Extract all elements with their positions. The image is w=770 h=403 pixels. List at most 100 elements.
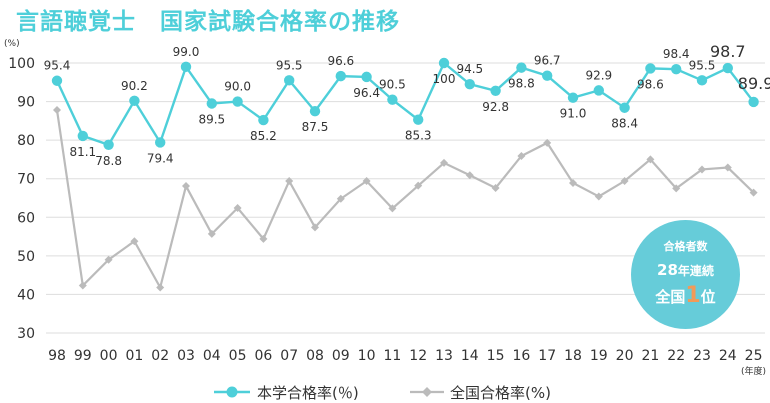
x-tick-label: 98 (48, 348, 66, 364)
national-point (465, 171, 474, 180)
x-tick-label: 14 (461, 348, 479, 364)
y-axis: 30 40 50 60 70 80 90 100 (8, 56, 35, 342)
school-data-label: 98.4 (663, 47, 690, 61)
school-point (129, 95, 140, 107)
school-data-label: 79.4 (147, 151, 174, 165)
badge-rank-text: 位 (700, 288, 716, 306)
badge-line3: 全国1位 (631, 283, 740, 308)
x-tick-label: 09 (332, 348, 350, 364)
badge-national: 全国 (655, 288, 686, 306)
school-data-label: 95.5 (276, 58, 303, 72)
x-tick-label: 11 (383, 348, 401, 364)
school-data-label: 88.4 (611, 117, 638, 131)
school-data-label: 96.4 (353, 86, 380, 100)
national-point (233, 204, 242, 213)
school-point (361, 71, 372, 83)
badge-years: 28 (657, 261, 678, 279)
school-data-label: 85.3 (405, 129, 432, 143)
school-data-label: 96.6 (327, 54, 354, 68)
page-title: 言語聴覚士 国家試験合格率の推移 (16, 9, 400, 35)
national-point (259, 234, 268, 243)
school-data-label: 90.5 (379, 78, 406, 92)
school-point (464, 79, 475, 90)
school-data-label: 91.0 (560, 107, 587, 121)
school-data-label: 95.5 (689, 58, 716, 72)
national-point (388, 204, 397, 213)
series-group (51, 57, 759, 292)
school-data-label: 81.1 (69, 145, 96, 159)
national-point (723, 163, 732, 172)
national-point (362, 177, 371, 186)
x-tick-label: 19 (590, 348, 608, 364)
national-series-line (55, 109, 755, 291)
national-point (517, 151, 526, 160)
legend: 本学合格率(％) 全国合格率(%) (214, 384, 551, 402)
school-data-label: 94.5 (456, 62, 483, 76)
x-tick-label: 08 (306, 348, 324, 364)
achievement-badge: 合格者数 28年連続 全国1位 (631, 220, 740, 329)
x-axis: 98 99 00 01 02 03 04 05 06 07 08 09 10 11 12 13 14 15 16 17… (48, 348, 762, 364)
school-data-label: 89.5 (198, 113, 225, 127)
school-point (309, 106, 321, 117)
x-axis-unit: (年度) (741, 365, 766, 377)
school-data-label: 92.9 (585, 68, 612, 82)
school-point (103, 139, 114, 150)
legend-national-label: 全国合格率(%) (450, 384, 551, 402)
school-data-label: 100 (433, 72, 456, 86)
national-point (749, 188, 758, 197)
national-point (336, 194, 345, 203)
y-tick-label: 70 (17, 172, 35, 188)
national-point (311, 223, 319, 232)
x-tick-label: 15 (487, 348, 505, 364)
data-labels: 95.4 81.178.8 90.2 79.4 99.0 89.5 90.0 85.2 95.5… (44, 42, 770, 168)
school-point (438, 57, 450, 69)
school-data-label: 98.7 (710, 42, 746, 61)
x-tick-label: 25 (745, 348, 763, 364)
x-tick-label: 01 (125, 348, 143, 364)
school-point (748, 96, 759, 108)
school-data-label: 96.7 (534, 54, 561, 68)
school-point (542, 70, 553, 81)
school-series-line (55, 61, 755, 147)
school-data-label: 92.8 (482, 100, 509, 114)
national-point (620, 177, 629, 186)
national-point (569, 178, 577, 187)
school-point (696, 75, 708, 86)
x-tick-label: 07 (280, 348, 298, 364)
badge-rank: 1 (685, 283, 701, 308)
x-tick-label: 24 (719, 348, 737, 364)
x-tick-label: 04 (203, 348, 221, 364)
school-point (335, 70, 346, 82)
school-point (516, 62, 527, 73)
x-tick-label: 00 (100, 348, 118, 364)
x-tick-label: 21 (641, 348, 659, 364)
school-data-label: 90.2 (121, 79, 148, 93)
school-data-label: 85.2 (250, 129, 277, 143)
national-point (104, 255, 113, 264)
y-tick-label: 50 (17, 249, 35, 265)
school-data-label: 89.9 (738, 74, 770, 93)
national-point (414, 181, 423, 190)
national-point (207, 229, 216, 238)
x-tick-label: 02 (151, 348, 169, 364)
x-tick-label: 05 (229, 348, 247, 364)
national-point (698, 165, 706, 174)
y-tick-label: 60 (17, 210, 35, 226)
national-point (672, 184, 681, 193)
national-point (491, 183, 500, 192)
school-data-label: 98.6 (637, 77, 664, 91)
x-tick-label: 10 (358, 348, 376, 364)
school-point (284, 75, 295, 86)
school-point (77, 130, 89, 142)
badge-line2: 28年連続 (631, 261, 740, 279)
x-tick-label: 03 (177, 348, 195, 364)
grid-lines (46, 62, 765, 334)
x-tick-label: 06 (254, 348, 272, 364)
school-point (490, 85, 501, 96)
x-tick-label: 16 (512, 348, 530, 364)
national-point (285, 177, 294, 186)
badge-years-text: 年連続 (677, 264, 714, 278)
school-point (413, 114, 424, 125)
y-tick-label: 100 (8, 56, 35, 72)
